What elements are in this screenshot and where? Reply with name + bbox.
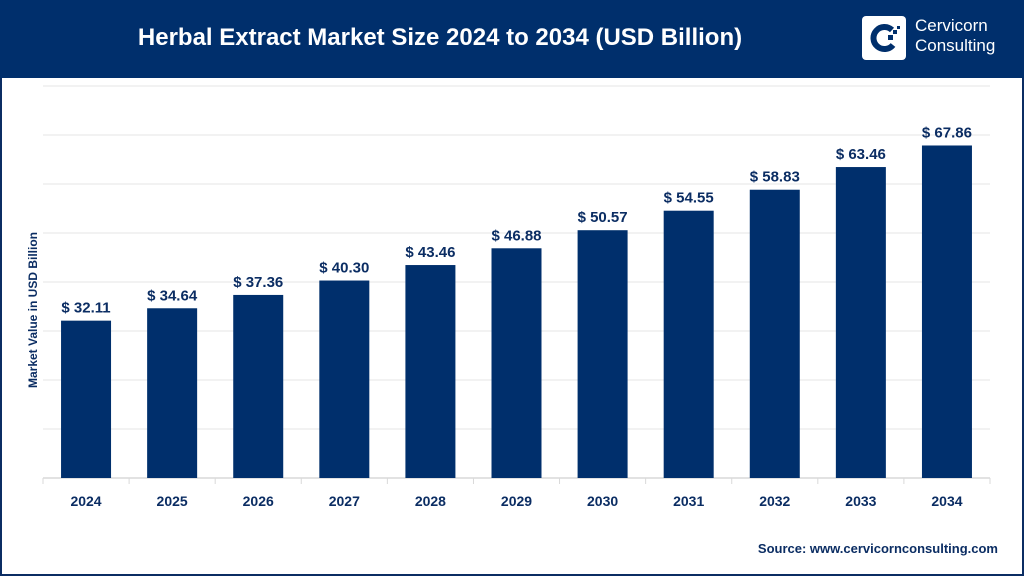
- header-bar: Herbal Extract Market Size 2024 to 2034 …: [0, 0, 1024, 78]
- bar-2031: [663, 210, 714, 478]
- data-label: $ 50.57: [578, 209, 628, 226]
- data-label: $ 34.64: [147, 287, 198, 304]
- y-axis-label: Market Value in USD Billion: [26, 231, 40, 389]
- bar-2034: [921, 145, 972, 478]
- data-label: $ 67.86: [922, 124, 972, 141]
- bar-2033: [835, 167, 886, 478]
- bar-2024: [61, 320, 112, 478]
- x-tick-label: 2027: [329, 493, 360, 509]
- data-label: $ 32.11: [61, 300, 110, 317]
- x-tick-label: 2029: [501, 493, 532, 509]
- logo-line1: Cervicorn: [915, 16, 988, 35]
- data-label: $ 43.46: [405, 244, 455, 261]
- bar-2030: [577, 230, 628, 478]
- x-tick-label: 2032: [759, 493, 790, 509]
- data-label: $ 58.83: [750, 169, 800, 186]
- cervicorn-logo-icon: [862, 16, 906, 60]
- logo-line2: Consulting: [915, 36, 996, 55]
- bar-2026: [233, 294, 284, 478]
- source-text: Source: www.cervicornconsulting.com: [757, 541, 998, 556]
- bar-2032: [749, 189, 800, 478]
- x-tick-label: 2034: [931, 493, 962, 509]
- data-label: $ 46.88: [491, 227, 541, 244]
- x-tick-label: 2030: [587, 493, 618, 509]
- x-tick-label: 2025: [157, 493, 188, 509]
- x-tick-label: 2031: [673, 493, 704, 509]
- bar-2028: [405, 265, 456, 478]
- x-tick-label: 2028: [415, 493, 446, 509]
- x-tick-label: 2024: [70, 493, 101, 509]
- x-tick-label: 2026: [243, 493, 274, 509]
- bar-2027: [319, 280, 370, 478]
- data-label: $ 63.46: [836, 146, 886, 163]
- chart-title: Herbal Extract Market Size 2024 to 2034 …: [137, 24, 743, 51]
- data-label: $ 37.36: [233, 274, 283, 291]
- bar-2025: [147, 308, 198, 478]
- logo-text: Cervicorn Consulting: [915, 16, 995, 56]
- x-tick-label: 2033: [845, 493, 876, 509]
- bar-2029: [491, 248, 542, 478]
- data-label: $ 54.55: [664, 190, 714, 207]
- data-label: $ 40.30: [319, 260, 369, 277]
